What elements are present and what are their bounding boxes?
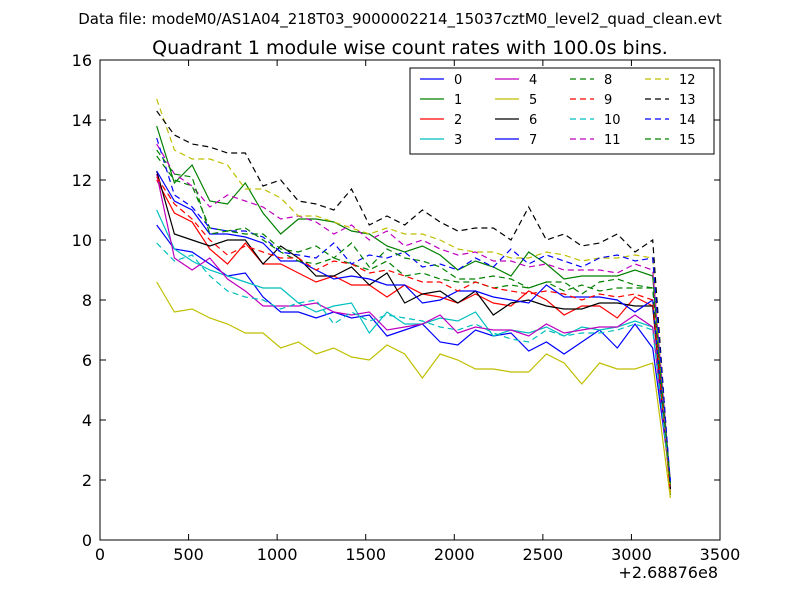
series-line-10 xyxy=(156,242,671,484)
legend-label-2: 2 xyxy=(454,113,462,128)
y-tick-label: 12 xyxy=(72,171,92,190)
legend-box xyxy=(409,67,715,155)
chart-title: Quadrant 1 module wise count rates with … xyxy=(152,37,668,59)
legend-label-7: 7 xyxy=(529,133,537,148)
legend-label-8: 8 xyxy=(604,73,612,88)
legend-label-12: 12 xyxy=(679,73,696,88)
series-layer xyxy=(156,98,671,499)
legend-label-14: 14 xyxy=(679,113,696,128)
series-line-0 xyxy=(156,224,671,481)
legend-label-1: 1 xyxy=(454,93,462,108)
y-tick-label: 16 xyxy=(72,51,92,70)
series-line-5 xyxy=(156,281,671,499)
x-tick-label: 1000 xyxy=(257,545,298,564)
series-line-1 xyxy=(156,125,671,496)
series-line-2 xyxy=(156,179,671,493)
y-tick-label: 10 xyxy=(72,231,92,250)
y-tick-label: 2 xyxy=(82,471,92,490)
series-line-11 xyxy=(156,143,671,484)
series-line-6 xyxy=(156,170,671,490)
legend-label-11: 11 xyxy=(604,133,621,148)
legend-label-13: 13 xyxy=(679,93,696,108)
legend-label-4: 4 xyxy=(529,73,537,88)
y-tick-label: 8 xyxy=(82,291,92,310)
legend-label-6: 6 xyxy=(529,113,537,128)
legend-label-10: 10 xyxy=(604,113,621,128)
series-line-13 xyxy=(156,110,671,490)
x-offset-label: +2.68876e8 xyxy=(618,563,718,582)
x-tick-label: 2000 xyxy=(434,545,475,564)
legend-label-5: 5 xyxy=(529,93,537,108)
legend-label-9: 9 xyxy=(604,93,612,108)
axes-layer: 0 500 1000 1500 2000 2500 3000 3500024681012141… xyxy=(72,51,741,564)
series-line-14 xyxy=(156,137,671,484)
series-line-4 xyxy=(156,173,671,487)
legend-label-15: 15 xyxy=(679,133,696,148)
legend-label-0: 0 xyxy=(454,73,462,88)
series-line-7 xyxy=(156,170,671,490)
x-tick-label: 3000 xyxy=(611,545,652,564)
y-tick-label: 0 xyxy=(82,531,92,550)
x-tick-label: 2500 xyxy=(522,545,563,564)
series-line-15 xyxy=(156,149,671,484)
series-line-8 xyxy=(156,155,671,487)
series-line-3 xyxy=(156,209,671,484)
x-tick-label: 1500 xyxy=(345,545,386,564)
y-tick-label: 6 xyxy=(82,351,92,370)
y-tick-label: 4 xyxy=(82,411,92,430)
x-tick-label: 0 xyxy=(95,545,105,564)
chart-suptitle: Data file: modeM0/AS1A04_218T03_90000022… xyxy=(78,10,722,29)
legend-label-3: 3 xyxy=(454,133,462,148)
x-tick-label: 500 xyxy=(173,545,204,564)
series-line-9 xyxy=(156,176,671,493)
y-tick-label: 14 xyxy=(72,111,92,130)
x-tick-label: 3500 xyxy=(700,545,741,564)
series-line-12 xyxy=(156,98,671,496)
